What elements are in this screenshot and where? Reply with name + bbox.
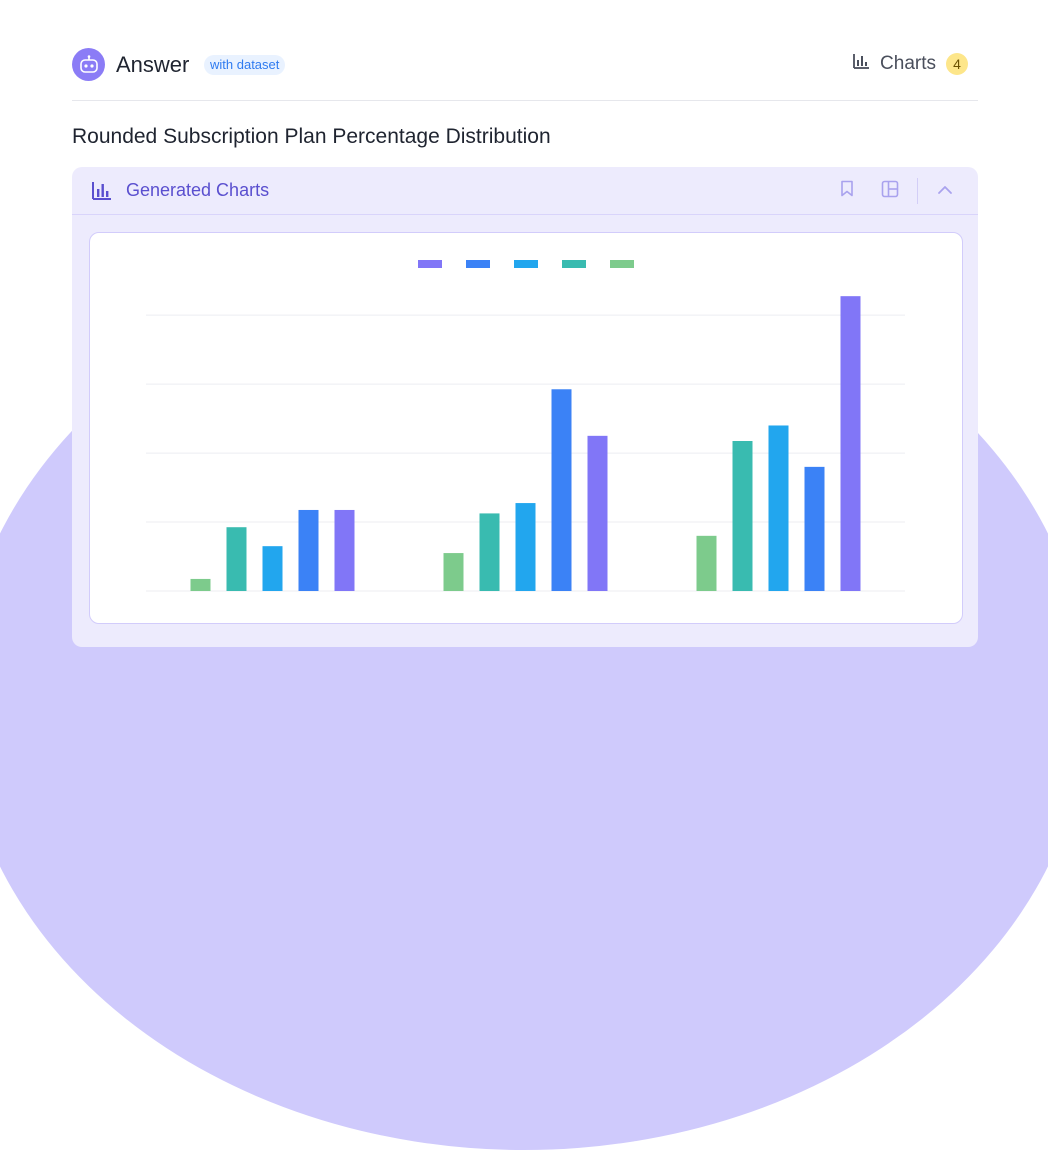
robot-icon — [72, 48, 105, 81]
bar[interactable] — [190, 578, 211, 591]
bar[interactable] — [515, 503, 536, 591]
bar[interactable] — [298, 509, 319, 591]
legend-swatch[interactable] — [562, 260, 586, 268]
charts-count-badge: 4 — [946, 53, 968, 75]
bar[interactable] — [334, 509, 355, 591]
legend-swatch[interactable] — [418, 260, 442, 268]
charts-button[interactable]: Charts 4 — [852, 52, 968, 76]
chart-card — [89, 232, 963, 624]
bookmark-button[interactable] — [835, 179, 859, 203]
layout-icon — [881, 180, 899, 203]
panel-header: Generated Charts — [72, 167, 978, 215]
answer-title: Answer — [116, 52, 190, 77]
bar[interactable] — [226, 527, 247, 591]
bar[interactable] — [840, 296, 861, 591]
bar[interactable] — [732, 441, 753, 591]
generated-charts-panel: Generated Charts — [72, 167, 978, 647]
bar[interactable] — [262, 546, 283, 591]
header-divider — [917, 178, 918, 204]
chevron-up-icon — [937, 182, 953, 200]
legend-swatch[interactable] — [610, 260, 634, 268]
bar-chart-icon — [91, 180, 113, 207]
bar[interactable] — [804, 466, 825, 591]
page-title: Rounded Subscription Plan Percentage Dis… — [72, 125, 551, 148]
bar-chart-icon — [852, 52, 870, 76]
legend-swatch[interactable] — [514, 260, 538, 268]
bookmark-icon — [840, 180, 854, 202]
bar[interactable] — [696, 535, 717, 591]
panel-title: Generated Charts — [126, 180, 270, 200]
charts-label: Charts — [880, 53, 936, 74]
bar[interactable] — [587, 435, 608, 591]
answer-header: Answer with dataset Charts 4 — [72, 40, 978, 101]
collapse-button[interactable] — [933, 179, 957, 203]
bar[interactable] — [551, 389, 572, 591]
bar[interactable] — [479, 513, 500, 591]
layout-button[interactable] — [878, 179, 902, 203]
bar-chart — [146, 260, 905, 592]
legend-swatch[interactable] — [466, 260, 490, 268]
dataset-badge: with dataset — [204, 55, 286, 75]
bar[interactable] — [443, 553, 464, 591]
bar[interactable] — [768, 425, 789, 591]
